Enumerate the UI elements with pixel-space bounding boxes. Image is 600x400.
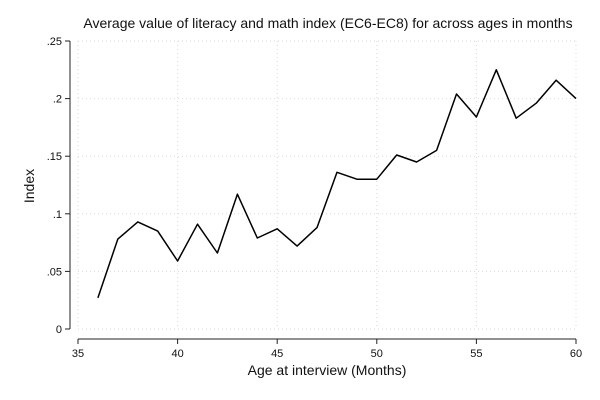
y-tick-label: 0 xyxy=(56,324,62,336)
x-tick-label: 45 xyxy=(271,348,283,360)
chart-title: Average value of literacy and math index… xyxy=(83,15,572,31)
y-tick-label: .2 xyxy=(53,94,62,106)
x-tick-label: 55 xyxy=(470,348,482,360)
x-tick-label: 40 xyxy=(171,348,183,360)
y-tick-label: .1 xyxy=(53,209,62,221)
y-axis-title: Index xyxy=(21,169,37,203)
y-tick-label: .05 xyxy=(47,266,62,278)
grid-lines xyxy=(77,40,577,330)
tick-labels: 0 .05 .1 .15 .2 .25 35 40 45 50 55 60 xyxy=(47,36,582,360)
x-tick-label: 60 xyxy=(570,348,582,360)
x-tick-label: 35 xyxy=(72,348,84,360)
series-line xyxy=(97,69,577,299)
axes xyxy=(65,40,577,344)
x-tick-label: 50 xyxy=(371,348,383,360)
series-layer xyxy=(97,69,577,299)
y-tick-label: .25 xyxy=(47,36,62,48)
y-tick-label: .15 xyxy=(47,151,62,163)
x-axis-title: Age at interview (Months) xyxy=(248,362,407,378)
